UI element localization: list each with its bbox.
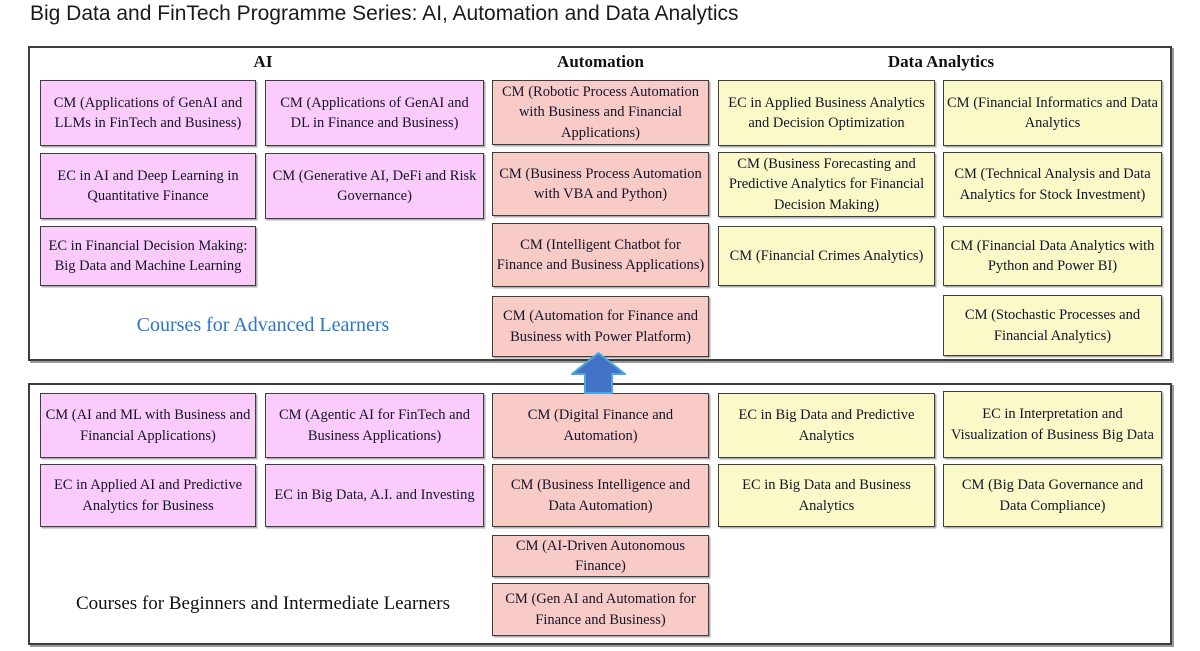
beginner-automation-column: CM (Digital Finance and Automation) CM (… — [492, 385, 709, 643]
course-box: CM (AI and ML with Business and Financia… — [40, 393, 256, 458]
course-box: CM (Big Data Governance and Data Complia… — [943, 464, 1162, 527]
course-box: CM (Digital Finance and Automation) — [492, 393, 709, 458]
course-box: EC in Big Data and Business Analytics — [718, 464, 935, 527]
course-box: CM (Robotic Process Automation with Busi… — [492, 80, 709, 145]
beginner-section: CM (AI and ML with Business and Financia… — [28, 383, 1172, 645]
course-box: CM (Business Intelligence and Data Autom… — [492, 464, 709, 527]
course-box: CM (Applications of GenAI and DL in Fina… — [265, 80, 484, 146]
advanced-ai-column-1: CM (Applications of GenAI and LLMs in Fi… — [40, 48, 256, 359]
course-box: EC in Big Data, A.I. and Investing — [265, 464, 484, 527]
up-arrow-shape — [571, 352, 626, 394]
column-header-data-analytics: Data Analytics — [887, 52, 995, 71]
course-box: EC in Big Data and Predictive Analytics — [718, 393, 935, 458]
course-box: CM (Stochastic Processes and Financial A… — [943, 295, 1162, 356]
course-box: CM (Gen AI and Automation for Finance an… — [492, 583, 709, 636]
course-box: EC in Interpretation and Visualization o… — [943, 391, 1162, 458]
course-box: CM (Intelligent Chatbot for Finance and … — [492, 223, 709, 287]
course-box: CM (Generative AI, DeFi and Risk Governa… — [265, 153, 484, 219]
page-title: Big Data and FinTech Programme Series: A… — [30, 2, 739, 25]
course-box: CM (Financial Informatics and Data Analy… — [943, 80, 1162, 146]
course-box: CM (Technical Analysis and Data Analytic… — [943, 152, 1162, 217]
up-arrow-icon — [571, 352, 626, 394]
advanced-data-analytics-column-1: EC in Applied Business Analytics and Dec… — [718, 48, 935, 359]
course-box: EC in Applied AI and Predictive Analytic… — [40, 464, 256, 527]
advanced-automation-column: CM (Robotic Process Automation with Busi… — [492, 48, 709, 359]
course-box: CM (AI-Driven Autonomous Finance) — [492, 535, 709, 577]
advanced-data-analytics-column-2: CM (Financial Informatics and Data Analy… — [943, 48, 1162, 359]
beginner-section-label: Courses for Beginners and Intermediate L… — [75, 593, 451, 614]
beginner-data-analytics-column-1: EC in Big Data and Predictive Analytics … — [718, 385, 935, 643]
course-box: CM (Business Process Automation with VBA… — [492, 152, 709, 216]
course-box: EC in Financial Decision Making: Big Dat… — [40, 226, 256, 286]
course-box: EC in Applied Business Analytics and Dec… — [718, 80, 935, 146]
column-header-automation: Automation — [557, 52, 644, 71]
advanced-section: AI Automation Data Analytics CM (Applica… — [28, 46, 1172, 361]
course-box: CM (Business Forecasting and Predictive … — [718, 152, 935, 217]
beginner-ai-column-2: CM (Agentic AI for FinTech and Business … — [265, 385, 484, 643]
course-box: CM (Applications of GenAI and LLMs in Fi… — [40, 80, 256, 146]
course-box: CM (Agentic AI for FinTech and Business … — [265, 393, 484, 458]
column-header-ai: AI — [253, 52, 273, 71]
beginner-data-analytics-column-2: EC in Interpretation and Visualization o… — [943, 385, 1162, 643]
course-box: CM (Financial Crimes Analytics) — [718, 226, 935, 286]
course-box: CM (Financial Data Analytics with Python… — [943, 226, 1162, 286]
beginner-ai-column-1: CM (AI and ML with Business and Financia… — [40, 385, 256, 643]
course-box: CM (Automation for Finance and Business … — [492, 296, 709, 357]
advanced-section-label: Courses for Advanced Learners — [136, 314, 390, 336]
course-box: EC in AI and Deep Learning in Quantitati… — [40, 153, 256, 219]
advanced-ai-column-2: CM (Applications of GenAI and DL in Fina… — [265, 48, 484, 359]
